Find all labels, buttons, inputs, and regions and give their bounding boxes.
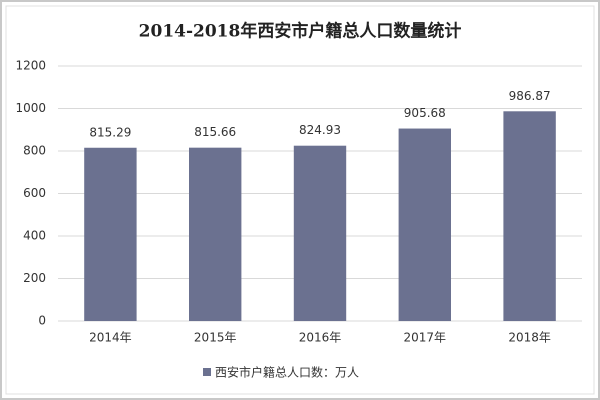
y-tick-label: 400 [23,229,46,243]
y-tick-label: 1200 [15,59,46,73]
bar [398,128,451,321]
value-label: 824.93 [299,123,341,137]
chart-title: 2014-2018年西安市户籍总人口数量统计 [139,21,462,42]
y-tick-label: 0 [38,314,46,328]
legend-label: 西安市户籍总人口数：万人 [215,365,359,380]
x-tick-label: 2015年 [194,331,237,345]
value-label: 815.66 [194,125,236,139]
value-label: 815.29 [89,125,131,139]
x-tick-label: 2014年 [89,331,132,345]
y-tick-label: 600 [23,186,46,200]
x-tick-label: 2016年 [299,331,342,345]
legend-swatch [203,368,211,376]
y-tick-label: 200 [23,271,46,285]
value-label: 905.68 [404,106,446,120]
bar [293,145,347,321]
bar [189,147,242,321]
x-tick-label: 2018年 [508,331,551,345]
value-label: 986.87 [509,89,551,103]
bar [84,147,137,321]
y-tick-label: 800 [23,144,46,158]
bar [503,111,556,321]
x-tick-label: 2017年 [404,331,447,345]
inner-frame [5,5,595,395]
y-tick-label: 1000 [15,101,46,115]
